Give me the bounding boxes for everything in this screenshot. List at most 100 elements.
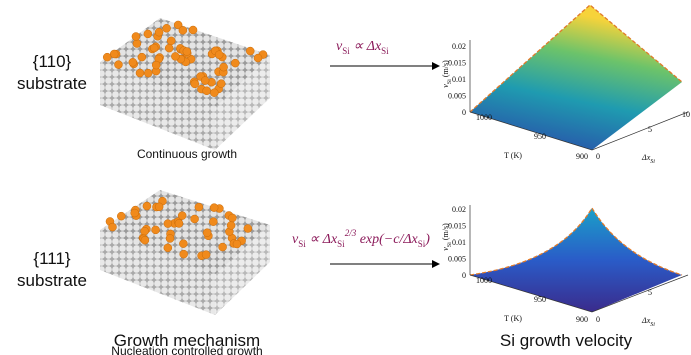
x-axis-label-part: Si <box>650 322 655 328</box>
y-tick-label: 0.015 <box>448 59 466 68</box>
y-tick-label: 0.02 <box>452 205 466 214</box>
adatom <box>178 212 186 220</box>
adatom <box>163 24 171 32</box>
adatom <box>136 69 144 77</box>
x-tick-label: 0 <box>596 152 600 161</box>
adatom <box>155 28 163 36</box>
page: {"rows": [ {"label": "{110}", "label2": … <box>0 0 691 355</box>
adatom <box>141 236 149 244</box>
x-axis-label-part: Δx <box>641 153 651 162</box>
adatom <box>129 58 137 66</box>
caption: Continuous growth <box>137 147 237 161</box>
equation-part: Si <box>337 239 345 249</box>
adatom <box>164 244 172 252</box>
adatom <box>195 203 203 211</box>
adatom <box>179 240 187 248</box>
figure: {110}substrateContinuous growthvSi ∝ ΔxS… <box>0 0 691 355</box>
adatom <box>203 87 211 95</box>
adatom <box>179 26 187 34</box>
adatom <box>210 204 218 212</box>
equation-part: ∝ Δx <box>350 39 382 54</box>
adatom <box>228 214 236 222</box>
y-axis-label-part: (m/s) <box>441 223 450 242</box>
adatom <box>167 37 175 45</box>
adatom <box>141 227 149 235</box>
adatom <box>144 69 152 77</box>
x-tick-label: 10 <box>682 110 690 119</box>
t-tick-label: 950 <box>534 295 546 304</box>
t-axis-label: T (K) <box>504 314 522 323</box>
adatom <box>171 52 179 60</box>
y-tick-label: 0 <box>462 271 466 280</box>
adatom <box>166 234 174 242</box>
adatom <box>215 51 223 59</box>
adatom <box>220 63 228 71</box>
surface-plot <box>470 205 688 312</box>
y-tick-label: 0.01 <box>452 75 466 84</box>
adatom <box>114 61 122 69</box>
t-tick-label: 1000 <box>476 113 492 122</box>
y-tick-label: 0.005 <box>448 92 466 101</box>
adatom <box>191 80 199 88</box>
y-tick-label: 0.005 <box>448 255 466 264</box>
adatom <box>138 53 146 61</box>
adatom <box>155 203 163 211</box>
equation-part: ) <box>424 232 430 247</box>
adatom <box>144 30 152 38</box>
x-axis-label-part: Si <box>650 159 655 165</box>
x-axis-label: ΔxSi <box>641 316 655 328</box>
adatom <box>189 26 197 34</box>
adatom <box>165 44 173 52</box>
adatom <box>209 218 217 226</box>
substrate-label: substrate <box>17 74 87 93</box>
adatom <box>175 219 183 227</box>
adatom <box>254 54 262 62</box>
adatom <box>217 80 225 88</box>
adatom <box>180 250 188 258</box>
adatom <box>143 202 151 210</box>
equation-part: 2/3 <box>345 228 357 238</box>
t-tick-label: 900 <box>576 315 588 324</box>
adatom <box>164 220 172 228</box>
adatom <box>233 240 241 248</box>
adatom <box>108 223 116 231</box>
y-tick-label: 0.02 <box>452 42 466 51</box>
adatom <box>191 215 199 223</box>
adatom <box>183 48 191 56</box>
substrate-label: substrate <box>17 271 87 290</box>
y-axis-label-part: (m/s) <box>441 60 450 79</box>
adatom <box>131 209 139 217</box>
x-tick-label: 5 <box>648 125 652 134</box>
x-tick-label: 5 <box>648 288 652 297</box>
adatom <box>152 61 160 69</box>
adatom <box>244 225 252 233</box>
adatom <box>202 251 210 259</box>
adatom <box>117 212 125 220</box>
arrow-head <box>432 62 440 70</box>
x-axis-label-part: Δx <box>641 316 651 325</box>
t-tick-label: 950 <box>534 132 546 141</box>
adatom <box>203 229 211 237</box>
adatom <box>219 243 227 251</box>
adatom <box>133 40 141 48</box>
adatom <box>132 32 140 40</box>
adatom <box>227 221 235 229</box>
equation: vSi ∝ ΔxSi <box>336 39 389 56</box>
arrow-head <box>432 260 440 268</box>
adatom <box>246 47 254 55</box>
adatom <box>152 226 160 234</box>
t-axis-label: T (K) <box>504 151 522 160</box>
footer-label: Growth mechanism <box>114 331 260 350</box>
y-tick-label: 0.01 <box>452 238 466 247</box>
surface-plot <box>470 5 688 150</box>
adatom <box>150 44 158 52</box>
x-tick-label: 0 <box>596 315 600 324</box>
adatom <box>210 89 218 97</box>
adatom <box>231 59 239 67</box>
footer-label: Si growth velocity <box>500 331 633 350</box>
y-tick-label: 0 <box>462 108 466 117</box>
t-tick-label: 1000 <box>476 276 492 285</box>
equation-part: ∝ Δx <box>306 232 338 247</box>
x-axis-label: ΔxSi <box>641 153 655 165</box>
adatom <box>103 53 111 61</box>
